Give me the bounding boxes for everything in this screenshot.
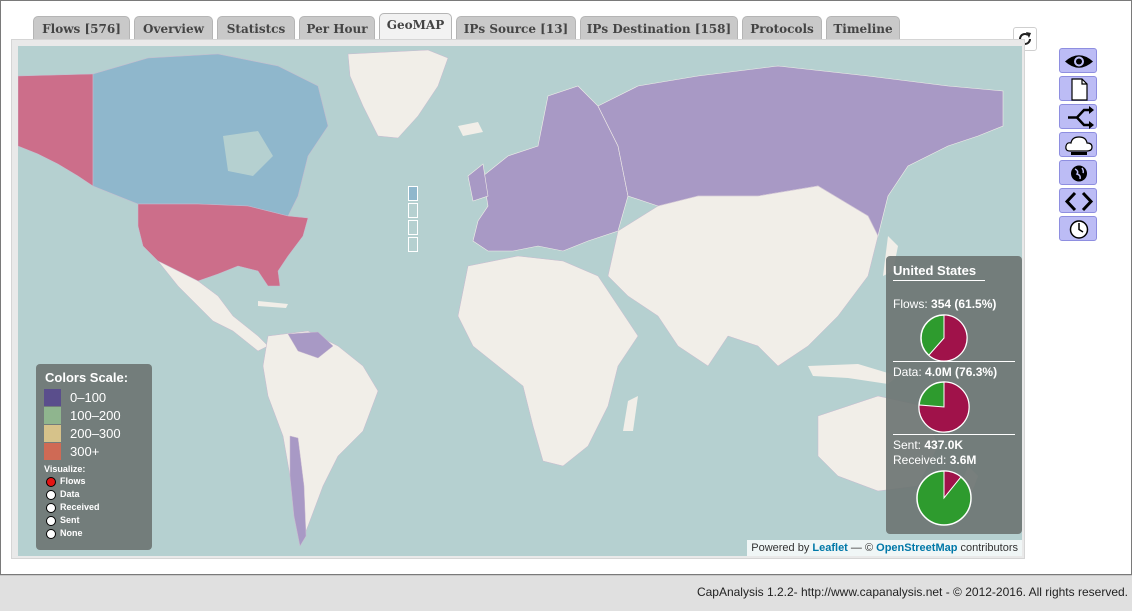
scale-swatch: [44, 389, 61, 406]
clock-icon: [1069, 220, 1089, 239]
protocols-button[interactable]: [1059, 132, 1097, 157]
flows-value-slice: [928, 314, 968, 362]
greenland: [347, 49, 449, 139]
radio-button[interactable]: [46, 516, 56, 526]
globe-icon: [1071, 165, 1087, 182]
branch-icon: [1068, 106, 1094, 129]
visualize-option-label: Sent: [60, 515, 80, 525]
visualize-option-label: Received: [60, 502, 100, 512]
data-pie-chart: [918, 381, 970, 433]
layer-option-1[interactable]: [408, 186, 418, 201]
attribution-prefix: Powered by: [751, 542, 810, 554]
flows-value: 354 (61.5%): [931, 297, 997, 311]
flows-label: Flows:: [893, 297, 928, 311]
colors-scale-legend: Colors Scale: 0–100 100–200 200–300 300+: [36, 364, 152, 550]
code-button[interactable]: [1059, 188, 1097, 213]
sent-stat: Sent: 437.0K: [893, 438, 963, 452]
scale-swatch: [44, 407, 61, 424]
attribution-dash: — ©: [850, 542, 874, 554]
geomap-panel: Colors Scale: 0–100 100–200 200–300 300+: [11, 39, 1025, 559]
country-underline: [893, 280, 985, 281]
tab-ips-source[interactable]: IPs Source [13]: [456, 16, 576, 39]
geomap-button[interactable]: [1059, 160, 1097, 185]
canada: [92, 53, 329, 217]
visualize-option-label: Data: [60, 489, 80, 499]
tab-protocols[interactable]: Protocols: [742, 16, 822, 39]
scale-swatch: [44, 425, 61, 442]
info-separator: [893, 434, 1015, 435]
code-icon: [1064, 191, 1094, 212]
received-stat: Received: 3.6M: [893, 453, 976, 467]
view-button[interactable]: [1059, 48, 1097, 73]
cloud-protocols-icon: [1065, 136, 1093, 155]
leaflet-link[interactable]: Leaflet: [812, 542, 848, 554]
chile: [289, 435, 307, 547]
scale-label: 100–200: [70, 408, 121, 423]
openstreetmap-link[interactable]: OpenStreetMap: [876, 542, 958, 554]
tab-ips-destination[interactable]: IPs Destination [158]: [580, 16, 738, 39]
sent-label: Sent:: [893, 438, 922, 452]
alaska: [18, 73, 94, 187]
data-stat: Data: 4.0M (76.3%): [893, 365, 997, 379]
asia: [607, 185, 879, 367]
country-info-panel: United States Flows: 354 (61.5%) Data: 4…: [886, 256, 1022, 534]
radio-button[interactable]: [46, 503, 56, 513]
venezuela: [287, 331, 334, 359]
main-frame: Flows [576] Overview Statistcs Per Hour …: [0, 0, 1132, 575]
data-value: 4.0M (76.3%): [925, 365, 998, 379]
received-pie-chart: [916, 470, 972, 526]
world-map-drawing: [18, 49, 1004, 547]
layer-option-4[interactable]: [408, 237, 418, 252]
received-label: Received:: [893, 453, 947, 467]
scale-label: 0–100: [70, 390, 107, 405]
europe: [472, 85, 629, 252]
world-map[interactable]: Colors Scale: 0–100 100–200 200–300 300+: [18, 46, 1022, 556]
legend-title: Colors Scale:: [45, 370, 129, 385]
branch-button[interactable]: [1059, 104, 1097, 129]
footer-text: CapAnalysis 1.2.2- http://www.capanalysi…: [696, 585, 1128, 599]
africa: [457, 255, 639, 467]
document-button[interactable]: [1059, 76, 1097, 101]
map-layer-selector[interactable]: [408, 186, 418, 254]
data-value-slice: [918, 381, 970, 433]
received-value: 3.6M: [949, 453, 977, 467]
radio-button[interactable]: [46, 490, 56, 500]
scale-label: 200–300: [70, 426, 121, 441]
data-label: Data:: [893, 365, 922, 379]
flows-pie-chart: [920, 314, 968, 362]
document-icon: [1071, 78, 1088, 101]
tab-statistics[interactable]: Statistcs: [217, 16, 295, 39]
layer-option-3[interactable]: [408, 220, 418, 235]
tab-overview[interactable]: Overview: [134, 16, 213, 39]
tab-timeline[interactable]: Timeline: [826, 16, 900, 39]
footer: CapAnalysis 1.2.2- http://www.capanalysi…: [0, 575, 1132, 611]
radio-button[interactable]: [46, 529, 56, 539]
timeline-button[interactable]: [1059, 216, 1097, 241]
tab-per-hour[interactable]: Per Hour: [299, 16, 375, 39]
attribution-suffix: contributors: [960, 542, 1018, 554]
country-name: United States: [893, 263, 977, 278]
visualize-option-label: Flows: [60, 476, 86, 486]
layer-option-2[interactable]: [408, 203, 418, 218]
usa: [137, 203, 309, 287]
sent-value: 437.0K: [924, 438, 964, 452]
visualize-option-label: None: [60, 528, 83, 538]
map-attribution: Powered by Leaflet — © OpenStreetMap con…: [747, 540, 1022, 556]
visualize-title: Visualize:: [44, 464, 86, 474]
tab-flows[interactable]: Flows [576]: [33, 16, 130, 39]
scale-label: 300+: [70, 444, 100, 459]
received-value-slice: [943, 470, 962, 500]
tab-geomap[interactable]: GeoMAP: [379, 13, 452, 40]
flows-stat: Flows: 354 (61.5%): [893, 297, 996, 311]
eye-icon: [1065, 55, 1093, 68]
scale-swatch: [44, 443, 61, 460]
info-separator: [893, 361, 1015, 362]
south-america: [262, 330, 379, 547]
radio-button[interactable]: [46, 477, 56, 487]
